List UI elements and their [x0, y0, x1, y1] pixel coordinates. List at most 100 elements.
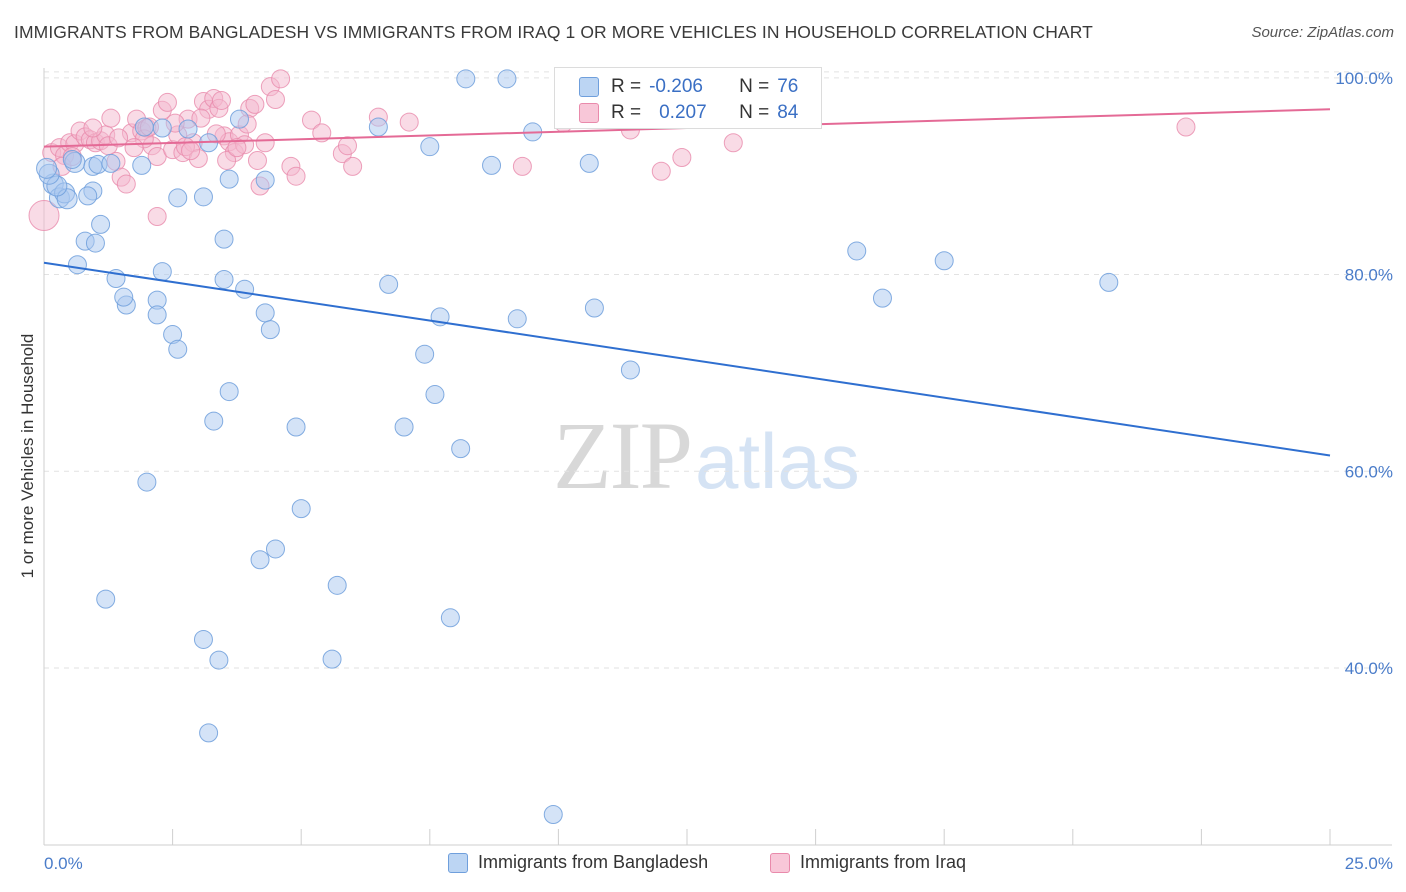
legend-label-bangladesh: Immigrants from Bangladesh [478, 852, 709, 872]
point-bangladesh [291, 499, 311, 519]
point-bangladesh [497, 69, 517, 89]
point-iraq [181, 141, 201, 161]
point-bangladesh [260, 320, 280, 340]
stats-legend: R = -0.206 N = 76 R = 0.207 N = 84 [554, 67, 822, 129]
y-tick-label: 60.0% [1345, 462, 1393, 481]
point-bangladesh [91, 214, 111, 234]
legend-swatch-bangladesh [448, 852, 468, 873]
point-bangladesh [78, 186, 98, 206]
stats-row-bangladesh: R = -0.206 N = 76 [579, 75, 798, 99]
point-bangladesh [229, 109, 249, 129]
point-iraq [512, 156, 532, 176]
stats-r-label: R = [611, 76, 642, 97]
point-bangladesh [286, 417, 306, 437]
point-iraq [286, 166, 306, 186]
legend-label-iraq: Immigrants from Iraq [800, 852, 967, 872]
point-iraq [28, 200, 60, 232]
point-bangladesh [255, 303, 275, 323]
point-bangladesh [193, 187, 213, 207]
legend-item-bangladesh[interactable]: Immigrants from Bangladesh [448, 852, 708, 873]
point-iraq [83, 118, 103, 138]
chart-title: IMMIGRANTS FROM BANGLADESH VS IMMIGRANTS… [14, 22, 1093, 42]
point-bangladesh [1099, 272, 1119, 292]
point-bangladesh [134, 117, 154, 137]
point-bangladesh [67, 255, 87, 275]
point-iraq [147, 207, 167, 227]
stats-swatch-iraq [579, 103, 599, 123]
point-bangladesh [265, 539, 285, 559]
point-iraq [337, 136, 357, 156]
point-bangladesh [584, 298, 604, 318]
point-iraq [651, 161, 671, 181]
point-bangladesh [507, 309, 527, 329]
point-iraq [301, 110, 321, 130]
point-iraq [255, 133, 275, 153]
point-bangladesh [235, 279, 255, 299]
point-bangladesh [420, 137, 440, 157]
x-tick-label: 0.0% [44, 854, 83, 873]
point-bangladesh [368, 117, 388, 137]
point-iraq [723, 133, 743, 153]
y-tick-label: 40.0% [1345, 659, 1393, 678]
point-bangladesh [152, 262, 172, 282]
legend-item-iraq[interactable]: Immigrants from Iraq [770, 852, 966, 873]
point-iraq [101, 108, 121, 128]
point-bangladesh [322, 649, 342, 669]
y-tick-label: 100.0% [1335, 69, 1393, 88]
stats-r-value: -0.206 [649, 76, 703, 97]
stats-n-label: N = [739, 76, 770, 97]
point-bangladesh [872, 288, 892, 308]
point-bangladesh [36, 157, 58, 179]
point-bangladesh [425, 385, 445, 405]
point-bangladesh [451, 439, 471, 459]
stats-row-iraq: R = 0.207 N = 84 [579, 101, 798, 125]
point-bangladesh [214, 229, 234, 249]
point-iraq [124, 138, 144, 158]
point-bangladesh [543, 805, 563, 825]
point-bangladesh [147, 305, 167, 325]
watermark-zip: ZIP [553, 402, 693, 509]
y-tick-label: 80.0% [1345, 266, 1393, 285]
point-bangladesh [456, 69, 476, 89]
point-bangladesh [101, 153, 121, 173]
point-bangladesh [934, 251, 954, 271]
point-iraq [271, 69, 291, 89]
point-bangladesh [96, 589, 116, 609]
point-bangladesh [579, 153, 599, 173]
point-bangladesh [178, 119, 198, 139]
point-iraq [265, 89, 285, 109]
point-bangladesh [85, 233, 105, 253]
point-bangladesh [394, 417, 414, 437]
point-bangladesh [440, 608, 460, 628]
point-bangladesh [219, 382, 239, 402]
stats-r-label: R = [611, 102, 642, 123]
grid [44, 71, 1392, 669]
point-bangladesh [168, 188, 188, 208]
series-bangladesh-points [36, 69, 1119, 825]
trend-line-bangladesh [43, 261, 1331, 457]
stats-n-label: N = [739, 102, 770, 123]
point-iraq [672, 148, 692, 168]
legend-swatch-iraq [770, 852, 790, 873]
point-bangladesh [62, 149, 82, 169]
point-bangladesh [415, 344, 435, 364]
point-bangladesh [137, 472, 157, 492]
point-iraq [312, 123, 332, 143]
point-bangladesh [255, 170, 275, 190]
point-iraq [217, 150, 237, 170]
watermark-atlas: atlas [695, 417, 860, 505]
point-bangladesh [620, 360, 640, 380]
point-iraq [227, 138, 247, 158]
point-bangladesh [199, 723, 219, 743]
point-bangladesh [847, 241, 867, 261]
stats-swatch-bangladesh [579, 77, 599, 97]
point-bangladesh [209, 650, 229, 670]
stats-n-value: 76 [777, 76, 799, 97]
point-bangladesh [482, 155, 502, 175]
point-bangladesh [250, 550, 270, 570]
source-label: Source: ZipAtlas.com [1251, 24, 1394, 41]
point-iraq [1176, 117, 1196, 137]
point-bangladesh [219, 169, 239, 189]
point-bangladesh [168, 339, 188, 359]
